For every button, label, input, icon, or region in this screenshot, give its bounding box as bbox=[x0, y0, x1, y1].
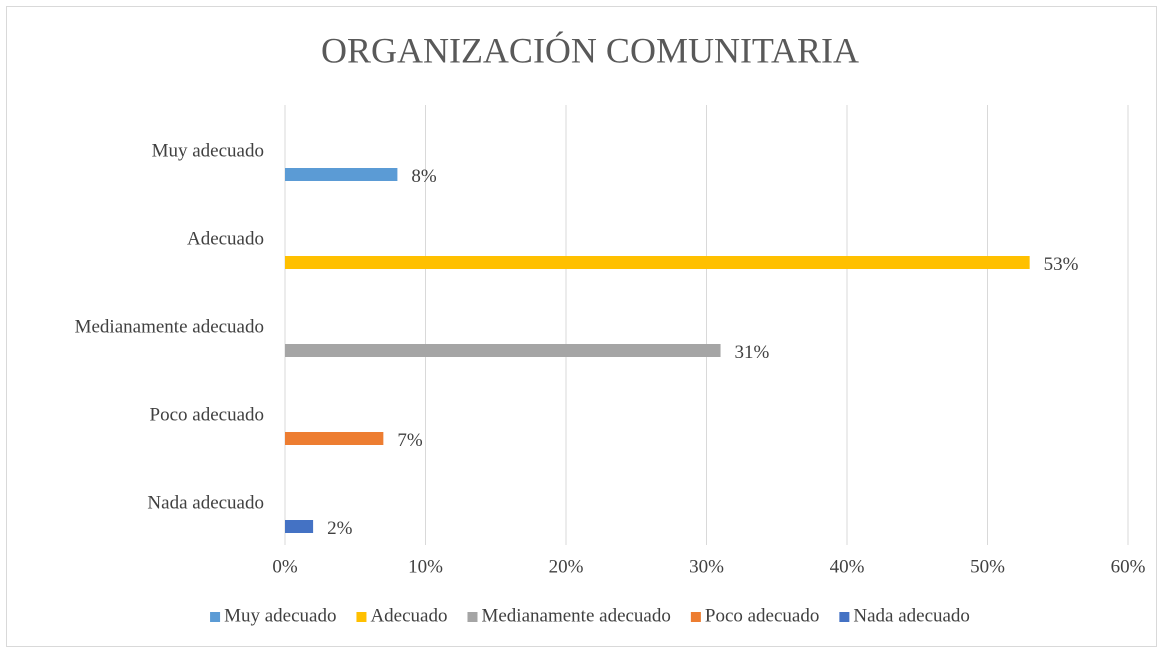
x-tick-label: 40% bbox=[830, 556, 865, 577]
bar bbox=[285, 256, 1030, 269]
data-label: 53% bbox=[1044, 254, 1079, 275]
legend-swatch bbox=[467, 612, 478, 622]
legend-label: Nada adecuado bbox=[853, 605, 970, 626]
legend-label: Adecuado bbox=[370, 605, 447, 626]
x-tick-label: 60% bbox=[1111, 556, 1146, 577]
bar bbox=[285, 168, 398, 181]
data-label: 31% bbox=[735, 342, 770, 363]
legend-label: Poco adecuado bbox=[705, 605, 819, 626]
y-tick-label: Medianamente adecuado bbox=[75, 316, 264, 337]
y-tick-label: Muy adecuado bbox=[152, 140, 264, 161]
y-tick-label: Poco adecuado bbox=[150, 404, 264, 425]
y-tick-label: Nada adecuado bbox=[147, 492, 264, 513]
x-tick-label: 50% bbox=[970, 556, 1005, 577]
chart-frame bbox=[6, 6, 1157, 647]
x-tick-label: 30% bbox=[689, 556, 724, 577]
bar bbox=[285, 520, 314, 533]
legend-label: Medianamente adecuado bbox=[481, 605, 670, 626]
y-tick-label: Adecuado bbox=[187, 228, 264, 249]
x-tick-label: 10% bbox=[408, 556, 443, 577]
data-label: 8% bbox=[411, 166, 437, 187]
legend-swatch bbox=[356, 612, 367, 622]
x-tick-label: 0% bbox=[272, 556, 298, 577]
x-tick-label: 20% bbox=[549, 556, 584, 577]
data-label: 2% bbox=[327, 518, 353, 539]
legend-swatch bbox=[210, 612, 221, 622]
legend-label: Muy adecuado bbox=[224, 605, 336, 626]
legend-swatch bbox=[839, 612, 850, 622]
bar bbox=[285, 344, 721, 357]
data-label: 7% bbox=[397, 430, 423, 451]
legend-swatch bbox=[690, 612, 701, 622]
bar bbox=[285, 432, 384, 445]
chart-title: ORGANIZACIÓN COMUNITARIA bbox=[321, 30, 859, 70]
